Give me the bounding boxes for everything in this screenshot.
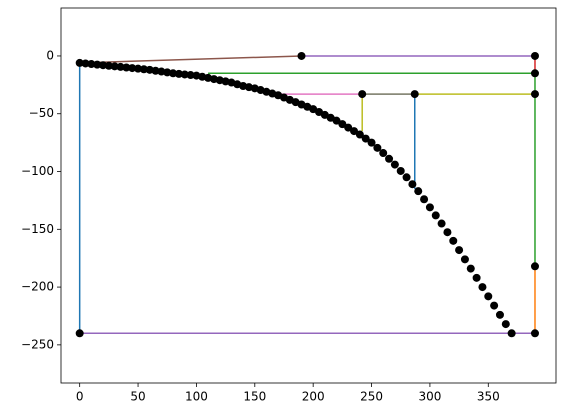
- point: [186, 71, 195, 80]
- point: [139, 65, 148, 74]
- y-tick-label: −50: [29, 106, 54, 120]
- point: [425, 203, 434, 212]
- y-tick-label: −250: [21, 337, 54, 351]
- point: [478, 283, 487, 292]
- point: [361, 134, 370, 143]
- point: [99, 61, 108, 70]
- y-tick-label: −150: [21, 222, 54, 236]
- point: [530, 262, 539, 271]
- point: [93, 60, 102, 69]
- point: [490, 301, 499, 310]
- y-tick-label: −200: [21, 280, 54, 294]
- point: [402, 173, 411, 182]
- point: [460, 255, 469, 264]
- point: [390, 160, 399, 169]
- point: [75, 58, 84, 67]
- point: [128, 64, 137, 73]
- point: [431, 211, 440, 220]
- point: [530, 90, 539, 99]
- point: [367, 138, 376, 147]
- plot-frame: [60, 7, 557, 384]
- point: [169, 69, 178, 78]
- point: [449, 236, 458, 245]
- point: [420, 195, 429, 204]
- y-tick-label: 0: [46, 48, 54, 62]
- point: [472, 273, 481, 282]
- point: [396, 166, 405, 175]
- point: [507, 329, 516, 338]
- point: [116, 62, 125, 71]
- point: [530, 329, 539, 338]
- point: [484, 292, 493, 301]
- point: [379, 149, 388, 158]
- x-tick-label: 150: [243, 390, 266, 404]
- point: [180, 70, 189, 79]
- point: [414, 187, 423, 196]
- point: [501, 320, 510, 329]
- point: [81, 59, 90, 68]
- point: [75, 329, 84, 338]
- point: [134, 64, 143, 73]
- point: [355, 130, 364, 139]
- x-tick-label: 250: [360, 390, 383, 404]
- line-segment: [79, 55, 302, 64]
- x-tick-label: 50: [130, 390, 145, 404]
- point: [338, 120, 347, 129]
- point: [104, 61, 113, 70]
- y-tick-label: −100: [21, 164, 54, 178]
- x-tick-label: 350: [477, 390, 500, 404]
- point: [495, 310, 504, 319]
- x-tick-label: 0: [76, 390, 84, 404]
- point: [174, 69, 183, 78]
- point: [122, 63, 131, 72]
- point: [410, 90, 419, 99]
- point: [332, 116, 341, 125]
- x-tick-label: 300: [418, 390, 441, 404]
- point: [437, 219, 446, 228]
- point: [110, 62, 119, 71]
- point: [344, 123, 353, 132]
- point: [385, 154, 394, 163]
- point: [350, 127, 359, 136]
- point: [466, 264, 475, 273]
- point: [530, 69, 539, 78]
- point: [408, 180, 417, 189]
- point: [373, 143, 382, 152]
- point: [455, 246, 464, 255]
- point: [443, 228, 452, 237]
- point: [358, 90, 367, 99]
- point: [87, 60, 96, 69]
- x-tick-label: 200: [302, 390, 325, 404]
- point: [157, 67, 166, 76]
- x-tick-label: 100: [185, 390, 208, 404]
- point: [151, 66, 160, 75]
- point: [530, 51, 539, 60]
- point: [297, 51, 306, 60]
